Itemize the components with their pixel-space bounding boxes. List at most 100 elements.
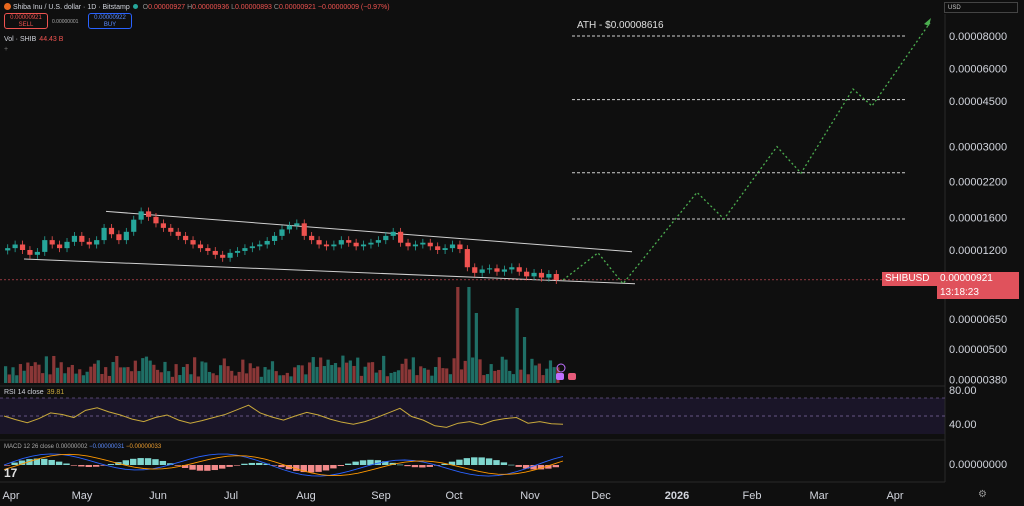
price-axis-label: 0.00003000 — [949, 142, 1007, 154]
volume-bar — [148, 360, 152, 383]
settings-icon[interactable]: ⚙ — [978, 489, 987, 500]
volume-bar — [322, 366, 326, 383]
macd-legend[interactable]: MACD 12 26 close 0.00000002 −0.00000031 … — [4, 444, 161, 450]
macd-histogram-bar — [448, 461, 456, 465]
macd-histogram-bar — [181, 465, 189, 468]
volume-bar — [552, 367, 556, 383]
volume-bar — [393, 371, 397, 383]
volume-bar — [363, 366, 367, 383]
macd-histogram-bar — [330, 465, 337, 469]
volume-bar — [430, 375, 434, 383]
macd-histogram-bar — [374, 460, 382, 465]
sell-button[interactable]: 0.00000921 SELL — [4, 13, 48, 29]
volume-bar — [37, 364, 41, 383]
macd-histogram-bar — [367, 459, 374, 465]
macd-histogram-bar — [78, 465, 85, 467]
volume-bar — [18, 364, 23, 383]
volume-bar — [126, 367, 130, 383]
volume-bar — [374, 372, 378, 383]
candle-body — [190, 240, 196, 245]
volume-bar — [356, 357, 360, 383]
volume-bar — [415, 375, 419, 383]
candle-body — [5, 248, 11, 251]
add-indicator-icon[interactable]: + — [4, 46, 9, 53]
macd-histogram-bar — [419, 465, 426, 468]
macd-histogram-bar — [404, 465, 411, 467]
volume-bar — [29, 366, 34, 383]
volume-bar — [63, 373, 67, 383]
volume-bar — [456, 287, 460, 383]
currency-select[interactable]: USD — [944, 2, 1018, 13]
volume-bar — [545, 368, 549, 383]
volume-bar — [218, 365, 223, 383]
macd-histogram-bar — [382, 461, 389, 465]
candle-body — [227, 252, 233, 258]
macd-histogram-bar — [11, 462, 18, 465]
candle-body — [153, 216, 159, 224]
volume-bar — [389, 372, 393, 383]
macd-histogram-bar — [189, 465, 196, 470]
volume-bar — [170, 376, 175, 383]
candle-body — [390, 231, 396, 236]
volume-bar — [370, 362, 375, 383]
macd-histogram-bar — [152, 459, 159, 465]
macd-histogram-bar — [4, 465, 11, 466]
candle-body — [331, 244, 337, 247]
volume-bar — [345, 362, 349, 383]
candle-body — [183, 235, 189, 241]
macd-histogram-bar — [256, 462, 263, 465]
price-axis-label: 0.00000650 — [949, 314, 1007, 326]
macd-histogram-bar — [85, 465, 92, 468]
macd-histogram-bar — [315, 465, 322, 472]
earnings-marker-icon — [556, 373, 564, 380]
rsi-legend[interactable]: RSI 14 close 39.81 — [4, 389, 64, 396]
candle-body — [249, 246, 255, 249]
candle-body — [323, 244, 330, 247]
volume-bar — [211, 373, 215, 383]
volume-bar — [137, 371, 141, 383]
volume-bar — [419, 366, 423, 383]
volume-bar — [200, 361, 204, 383]
candle-body — [301, 223, 307, 236]
volume-bar — [26, 362, 30, 383]
macd-histogram-bar — [485, 458, 493, 465]
macd-signal-value: −0.00000033 — [125, 444, 162, 450]
volume-bar — [263, 367, 267, 383]
volume-bar — [111, 362, 115, 383]
macd-histogram-bar — [278, 465, 285, 468]
macd-histogram-bar — [322, 465, 330, 471]
volume-bar — [278, 375, 282, 383]
buy-label: BUY — [103, 22, 117, 28]
candle-body — [79, 235, 85, 242]
macd-histogram-bar — [130, 458, 137, 465]
last-price-tag: 0.00000921 — [937, 272, 1019, 286]
volume-bar — [89, 366, 93, 383]
buy-button[interactable]: 0.00000922 BUY — [88, 13, 132, 29]
macd-histogram-bar — [396, 464, 404, 466]
symbol-title[interactable]: Shiba Inu / U.S. dollar · 1D · Bitstamp — [13, 4, 130, 11]
time-axis-label: Aug — [296, 490, 316, 502]
volume-bar — [478, 359, 482, 383]
macd-histogram-bar — [478, 457, 485, 465]
candle-body — [375, 240, 381, 243]
volume-bar — [489, 364, 493, 383]
candle-body — [131, 219, 137, 232]
channel-upper-line — [105, 210, 633, 253]
macd-histogram-bar — [463, 458, 471, 465]
macd-histogram-bar — [471, 457, 478, 465]
volume-bar — [241, 359, 245, 383]
volume-bar — [300, 365, 304, 383]
volume-legend[interactable]: Vol · SHIB 44.43 B — [4, 36, 63, 43]
volume-bar — [433, 366, 438, 383]
time-axis-label: May — [72, 490, 93, 502]
macd-histogram-bar — [456, 459, 463, 465]
tradingview-logo[interactable]: 17 — [4, 466, 18, 480]
volume-bar — [385, 376, 389, 383]
volume-bar — [248, 363, 252, 383]
change-value: −0.00000009 (−0.97%) — [317, 4, 390, 11]
macd-histogram-bar — [300, 465, 307, 473]
volume-bar — [44, 356, 48, 383]
volume-bar — [196, 376, 200, 383]
volume-bar — [352, 365, 356, 383]
